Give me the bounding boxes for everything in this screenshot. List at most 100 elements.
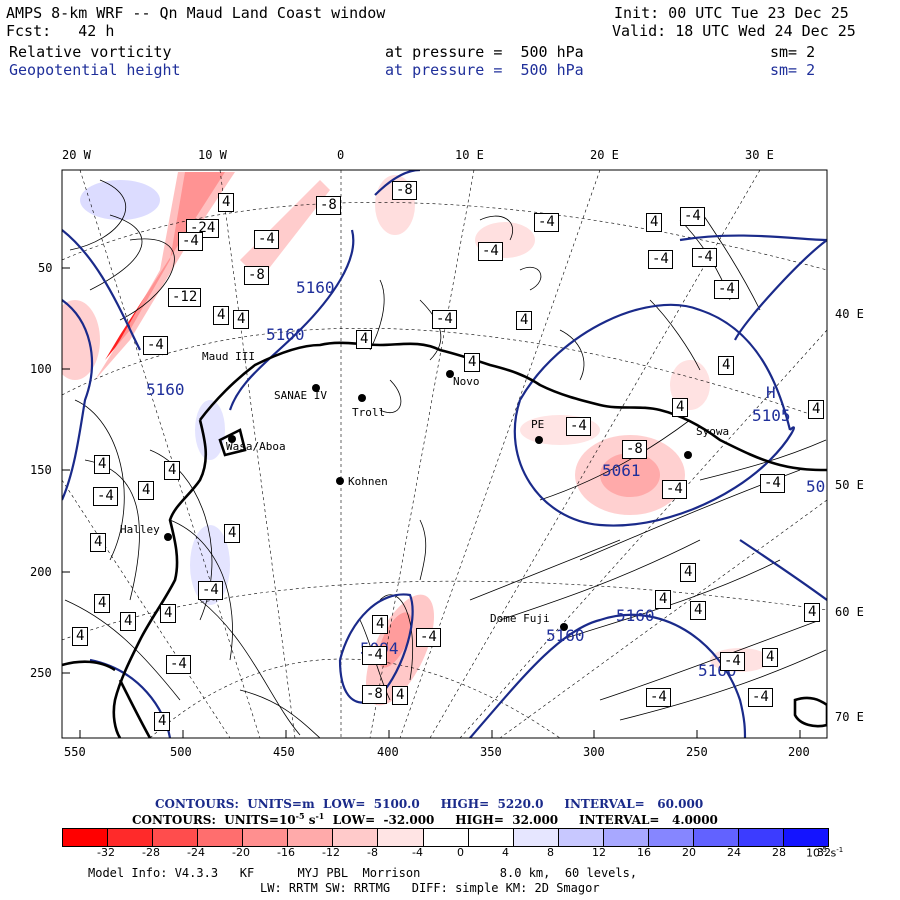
lon-label-0: 0 bbox=[337, 148, 345, 162]
lon-label-20w: 20 W bbox=[62, 148, 91, 162]
station-syowa: Syowa bbox=[696, 425, 730, 438]
vorticity-contour-label: 4 bbox=[808, 400, 825, 419]
colorbar-tick-label: 28 bbox=[772, 846, 786, 859]
colorbar-swatch bbox=[693, 829, 739, 846]
field1-smoothing: sm= 2 bbox=[770, 43, 816, 61]
vorticity-contour-label: -4 bbox=[760, 474, 785, 493]
colorbar-swatch bbox=[63, 829, 109, 846]
lon-label-20e: 20 E bbox=[590, 148, 619, 162]
field1-level: at pressure = 500 hPa bbox=[385, 43, 584, 61]
y-label-250: 250 bbox=[30, 666, 52, 680]
vorticity-contour-label: 4 bbox=[356, 330, 373, 349]
x-label-200: 200 bbox=[788, 745, 810, 759]
colorbar-tick-label: 8 bbox=[547, 846, 554, 859]
colorbar-swatch bbox=[558, 829, 604, 846]
vorticity-contour-label: 4 bbox=[464, 353, 481, 372]
map-title: AMPS 8-km WRF -- Qn Maud Land Coast wind… bbox=[6, 4, 386, 22]
vorticity-contour-label: -4 bbox=[478, 242, 503, 261]
colorbar-tick-label: -16 bbox=[277, 846, 295, 859]
height-label: 5105 bbox=[752, 406, 791, 425]
x-label-250: 250 bbox=[686, 745, 708, 759]
vorticity-contour-label: -4 bbox=[680, 207, 705, 226]
lon-label-10w: 10 W bbox=[198, 148, 227, 162]
field1-name: Relative vorticity bbox=[9, 43, 172, 61]
colorbar-swatch bbox=[288, 829, 334, 846]
colorbar bbox=[62, 828, 829, 847]
vorticity-contour-label: -8 bbox=[622, 440, 647, 459]
y-label-50: 50 bbox=[38, 261, 53, 275]
vorticity-contour-label: -4 bbox=[714, 280, 739, 299]
vorticity-contour-label: 4 bbox=[516, 311, 533, 330]
vorticity-contour-label: -4 bbox=[648, 250, 673, 269]
vorticity-contour-label: -4 bbox=[198, 581, 223, 600]
colorbar-swatch bbox=[378, 829, 424, 846]
colorbar-tick-label: -20 bbox=[232, 846, 250, 859]
field2-smoothing: sm= 2 bbox=[770, 61, 816, 79]
colorbar-tick-label: -4 bbox=[412, 846, 423, 859]
vorticity-contour-label: 4 bbox=[804, 603, 821, 622]
colorbar-swatch bbox=[243, 829, 289, 846]
colorbar-unit: 10-5 s-1 bbox=[806, 846, 844, 860]
vorticity-contour-label: -8 bbox=[392, 181, 417, 200]
colorbar-swatch bbox=[108, 829, 154, 846]
coastline-main bbox=[198, 341, 827, 472]
x-label-450: 450 bbox=[273, 745, 295, 759]
vorticity-contour-label: -4 bbox=[93, 487, 118, 506]
station-pe: PE bbox=[531, 418, 545, 431]
height-label: 5160 bbox=[546, 626, 585, 645]
x-label-300: 300 bbox=[583, 745, 605, 759]
vorticity-contour-label: 4 bbox=[138, 481, 155, 500]
vorticity-contour-label: -4 bbox=[646, 688, 671, 707]
vorticity-contour-label: 4 bbox=[90, 533, 107, 552]
vorticity-contour-label: -4 bbox=[692, 248, 717, 267]
colorbar-swatch bbox=[333, 829, 379, 846]
vorticity-contour-label: -4 bbox=[566, 417, 591, 436]
vorticity-contour-label: 4 bbox=[372, 615, 389, 634]
vort-neg-3 bbox=[670, 360, 710, 410]
colorbar-swatch bbox=[784, 829, 829, 846]
contours-vort-info: CONTOURS: UNITS=10-5 s-1 LOW= -32.000 HI… bbox=[132, 811, 718, 827]
colorbar-tick-label: -28 bbox=[142, 846, 160, 859]
lon-label-70e: 70 E bbox=[835, 710, 864, 724]
contours-height-info: CONTOURS: UNITS=m LOW= 5100.0 HIGH= 5220… bbox=[155, 797, 704, 811]
vorticity-contour-label: 4 bbox=[72, 627, 89, 646]
vorticity-contour-label: 4 bbox=[224, 524, 241, 543]
vorticity-contour-label: 4 bbox=[213, 306, 230, 325]
colorbar-tick-label: 12 bbox=[592, 846, 606, 859]
vorticity-contour-label: -4 bbox=[662, 480, 687, 499]
vorticity-shading bbox=[62, 170, 827, 738]
station-markers bbox=[164, 370, 692, 631]
vort-neg-low-core bbox=[600, 453, 660, 497]
vorticity-contour-label: -4 bbox=[534, 213, 559, 232]
vorticity-contour-label: -8 bbox=[362, 685, 387, 704]
y-label-150: 150 bbox=[30, 463, 52, 477]
colorbar-tick-label: 4 bbox=[502, 846, 509, 859]
colorbar-swatch bbox=[198, 829, 244, 846]
vorticity-contour-label: 4 bbox=[655, 590, 672, 609]
colorbar-swatch bbox=[153, 829, 199, 846]
vorticity-contour-label: 4 bbox=[680, 563, 697, 582]
height-label: 5160 bbox=[296, 278, 335, 297]
colorbar-swatch bbox=[513, 829, 559, 846]
colorbar-swatch bbox=[738, 829, 784, 846]
vorticity-contour-label: 4 bbox=[672, 398, 689, 417]
station-novo: Novo bbox=[453, 375, 480, 388]
vorticity-contour-label: 4 bbox=[646, 213, 663, 232]
vorticity-contour-label: -4 bbox=[166, 655, 191, 674]
model-info: Model Info: V4.3.3 KF MYJ PBL Morrison 8… bbox=[88, 866, 638, 880]
station-troll: Troll bbox=[352, 406, 386, 419]
colorbar-swatch bbox=[648, 829, 694, 846]
height-label: 5061 bbox=[602, 461, 641, 480]
colorbar-tick-label: -12 bbox=[322, 846, 340, 859]
colorbar-tick-label: 0 bbox=[457, 846, 464, 859]
vorticity-contour-label: -4 bbox=[362, 646, 387, 665]
vorticity-contour-label: -4 bbox=[254, 230, 279, 249]
height-label: 5160 bbox=[146, 380, 185, 399]
vorticity-contour-label: 4 bbox=[392, 686, 409, 705]
vorticity-contour-label: -4 bbox=[720, 652, 745, 671]
vort-band-2 bbox=[240, 180, 330, 280]
colorbar-swatch bbox=[423, 829, 469, 846]
station-kohnen: Kohnen bbox=[348, 475, 388, 488]
valid-time: Valid: 18 UTC Wed 24 Dec 25 bbox=[612, 22, 856, 40]
